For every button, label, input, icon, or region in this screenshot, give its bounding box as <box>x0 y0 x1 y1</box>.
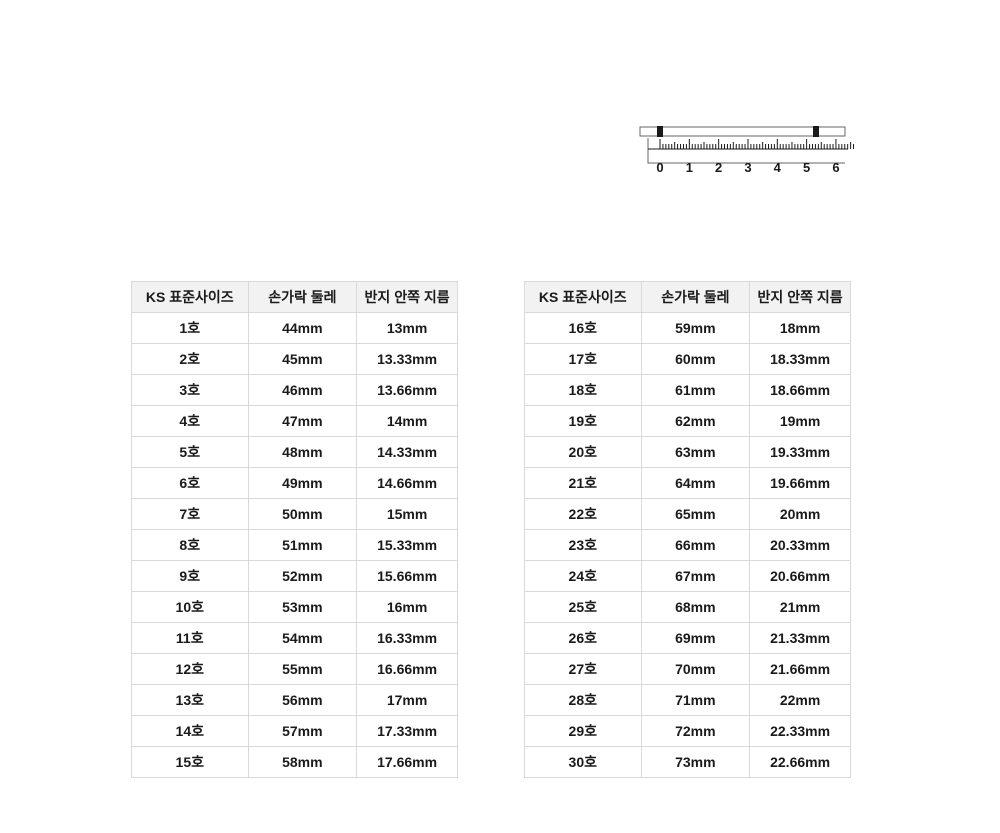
svg-text:1: 1 <box>686 160 693 175</box>
svg-text:6: 6 <box>832 160 839 175</box>
svg-text:0: 0 <box>656 160 663 175</box>
svg-text:5: 5 <box>803 160 810 175</box>
svg-text:3: 3 <box>744 160 751 175</box>
svg-text:2: 2 <box>715 160 722 175</box>
svg-text:4: 4 <box>774 160 782 175</box>
